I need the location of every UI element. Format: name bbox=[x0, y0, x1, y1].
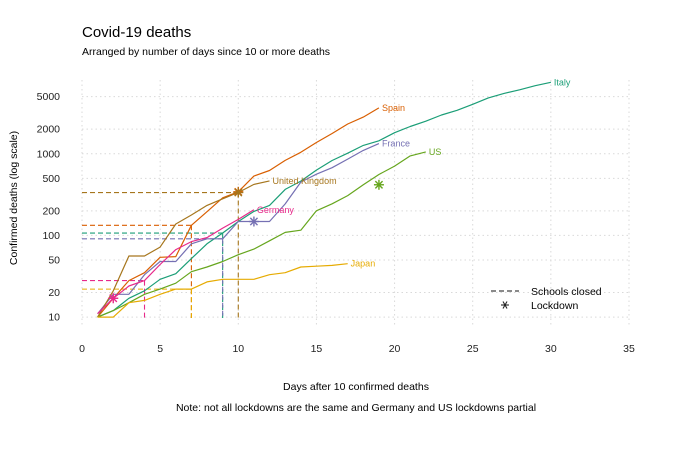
y-tick-label: 200 bbox=[42, 205, 60, 217]
x-tick-label: 0 bbox=[79, 343, 85, 355]
x-axis-label: Days after 10 confirmed deaths bbox=[283, 381, 429, 393]
y-tick-label: 500 bbox=[42, 173, 60, 185]
series-label-japan: Japan bbox=[351, 259, 376, 269]
lockdown-marker-germany bbox=[108, 293, 119, 304]
y-tick-label: 100 bbox=[42, 230, 60, 242]
series-line-united-kingdom bbox=[97, 180, 270, 318]
series-line-japan bbox=[97, 263, 348, 318]
series-label-france: France bbox=[382, 139, 410, 149]
grid bbox=[81, 80, 630, 325]
school-closure-guides bbox=[82, 191, 239, 318]
series-labels: Italy Spain France United Kingdom Germany US J… bbox=[257, 77, 571, 268]
x-tick-label: 5 bbox=[157, 343, 163, 355]
series-line-france bbox=[97, 143, 380, 315]
y-tick-label: 20 bbox=[48, 287, 60, 299]
series-line-germany bbox=[97, 209, 255, 315]
series-label-us: US bbox=[429, 147, 442, 157]
chart-title: Covid-19 deaths bbox=[82, 24, 191, 41]
series-line-us bbox=[97, 151, 426, 318]
x-tick-label: 20 bbox=[389, 343, 401, 355]
x-tick-label: 10 bbox=[232, 343, 244, 355]
y-tick-labels: 10 20 50 100 200 500 1000 2000 5000 bbox=[37, 91, 61, 323]
lockdown-marker-us bbox=[373, 179, 384, 190]
chart-caption: Note: not all lockdowns are the same and… bbox=[176, 402, 536, 414]
series-label-germany: Germany bbox=[257, 205, 295, 215]
lockdown-marker-france bbox=[248, 216, 259, 227]
legend-asterisk-icon bbox=[501, 301, 509, 309]
lockdown-marker-united-kingdom bbox=[233, 187, 244, 198]
y-tick-label: 50 bbox=[48, 255, 60, 267]
x-tick-label: 30 bbox=[545, 343, 557, 355]
x-tick-labels: 0 5 10 15 20 25 30 35 bbox=[79, 343, 635, 355]
series-label-united-kingdom: United Kingdom bbox=[273, 176, 337, 186]
y-tick-label: 10 bbox=[48, 312, 60, 324]
x-tick-label: 15 bbox=[311, 343, 323, 355]
series-label-italy: Italy bbox=[554, 77, 571, 87]
x-tick-label: 25 bbox=[467, 343, 479, 355]
x-tick-label: 35 bbox=[623, 343, 635, 355]
y-tick-label: 2000 bbox=[37, 124, 61, 136]
legend-label-lockdown: Lockdown bbox=[531, 300, 578, 312]
legend-label-schools-closed: Schools closed bbox=[531, 286, 602, 298]
lockdown-markers bbox=[108, 179, 384, 304]
series-line-italy bbox=[97, 81, 552, 318]
y-axis-label: Confirmed deaths (log scale) bbox=[8, 131, 20, 265]
y-tick-label: 5000 bbox=[37, 91, 61, 103]
series-label-spain: Spain bbox=[382, 103, 405, 113]
series-lines bbox=[97, 81, 552, 318]
chart-subtitle: Arranged by number of days since 10 or m… bbox=[82, 46, 330, 58]
y-tick-label: 1000 bbox=[37, 148, 61, 160]
legend: Schools closed Lockdown bbox=[491, 286, 602, 312]
